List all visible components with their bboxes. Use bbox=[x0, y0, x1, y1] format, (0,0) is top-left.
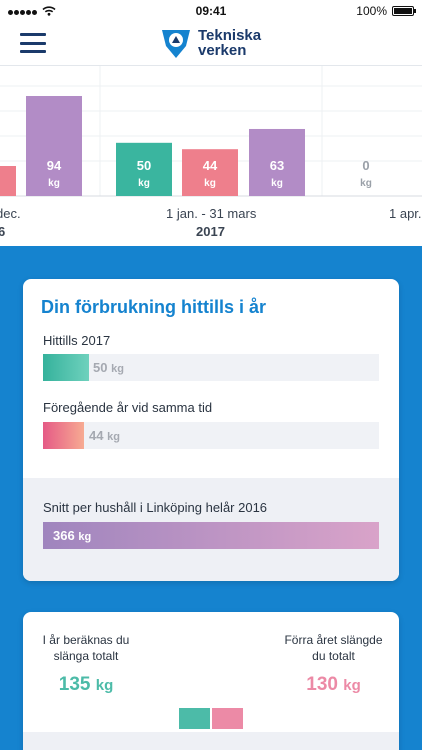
bar-fill-prev-year bbox=[43, 422, 84, 449]
year-label-2017: 2017 bbox=[196, 224, 225, 239]
chart-bar-rect bbox=[182, 149, 238, 196]
projection-right-label: Förra året slängde du totalt bbox=[284, 633, 383, 663]
row-label-this-year: Hittills 2017 bbox=[43, 333, 111, 348]
chart-bar-partial bbox=[0, 166, 16, 196]
projection-last-year-value: 130 kg bbox=[306, 674, 361, 695]
period-label-apr: 1 apr. bbox=[389, 206, 422, 221]
wifi-icon bbox=[42, 6, 56, 16]
chart-bar-value: 50 bbox=[137, 158, 151, 173]
chart-bar[interactable]: 94 kg bbox=[26, 96, 82, 196]
average-section: Snitt per hushåll i Linköping helår 2016… bbox=[23, 478, 399, 581]
period-label-q1: 1 jan. - 31 mars bbox=[166, 206, 257, 221]
period-label-dec: dec. bbox=[0, 206, 21, 221]
year-label-prev: 6 bbox=[0, 224, 6, 239]
chart-bar-rect bbox=[26, 96, 82, 196]
mini-bar-last-year bbox=[212, 708, 243, 729]
chart-bar-unit: kg bbox=[271, 178, 283, 189]
summary-title: Din förbrukning hittills i år bbox=[41, 297, 266, 317]
bar-value-average: 366 kg bbox=[53, 528, 92, 543]
mini-bar-this-year bbox=[179, 708, 210, 729]
chart-bar[interactable]: 50 kg bbox=[116, 142, 172, 196]
menu-icon[interactable] bbox=[20, 31, 46, 55]
nav-bar: Tekniska verken bbox=[0, 22, 422, 66]
projection-left-label: I år beräknas du slänga totalt bbox=[42, 633, 130, 663]
chart-bar-rect bbox=[249, 128, 305, 196]
chart-bar-unit: kg bbox=[204, 178, 216, 189]
battery-percent: 100% bbox=[356, 4, 387, 18]
bar-this-year: 50 kg bbox=[43, 354, 379, 381]
chart-bar[interactable]: 0 kg bbox=[360, 158, 372, 189]
projection-this-year-value: 135 kg bbox=[58, 674, 114, 695]
projection-card: I år beräknas du slänga totalt Förra åre… bbox=[23, 612, 399, 750]
tekniska-verken-logo: Tekniska verken bbox=[160, 26, 261, 60]
chart-bar-unit: kg bbox=[48, 178, 60, 189]
chart-bar-value: 44 bbox=[203, 158, 218, 173]
bar-fill-average bbox=[43, 522, 379, 549]
consumption-summary-card: Din förbrukning hittills i år Hittills 2… bbox=[23, 279, 399, 581]
chart-bar-unit: kg bbox=[138, 178, 150, 189]
clock: 09:41 bbox=[195, 4, 227, 18]
battery-icon bbox=[392, 6, 416, 16]
status-bar: 09:41 100% bbox=[0, 0, 422, 22]
bar-average: 366 kg bbox=[43, 522, 379, 549]
projection-footer bbox=[23, 732, 399, 750]
chart-bar[interactable]: 44 kg bbox=[182, 149, 238, 196]
logo-mark-icon bbox=[162, 30, 190, 58]
chart-bar-value: 63 bbox=[270, 158, 284, 173]
chart-bar-value: 0 bbox=[362, 158, 369, 173]
signal-dots-icon bbox=[8, 4, 38, 18]
bar-value-prev-year: 44 kg bbox=[89, 428, 120, 443]
row-label-average: Snitt per hushåll i Linköping helår 2016 bbox=[43, 500, 268, 515]
bar-value-this-year: 50 kg bbox=[93, 360, 124, 375]
chart-bar[interactable]: 63 kg bbox=[249, 128, 305, 196]
bar-prev-year: 44 kg bbox=[43, 422, 379, 449]
chart-bar-unit: kg bbox=[360, 178, 372, 189]
signal-indicator bbox=[8, 4, 56, 18]
logo-text-line2: verken bbox=[198, 42, 247, 59]
consumption-chart[interactable]: 50 kg 44 kg 94 kg 63 kg 0 kg dec. 1 jan. - 31 mar… bbox=[0, 66, 422, 246]
bar-fill-this-year bbox=[43, 354, 89, 381]
chart-bar-value: 94 bbox=[47, 158, 62, 173]
chart-bar-rect bbox=[116, 142, 172, 196]
row-label-prev-year: Föregående år vid samma tid bbox=[43, 400, 213, 415]
chart-svg: 50 kg 44 kg 94 kg 63 kg 0 kg bbox=[0, 66, 422, 197]
logo-text-line1: Tekniska bbox=[198, 27, 262, 44]
